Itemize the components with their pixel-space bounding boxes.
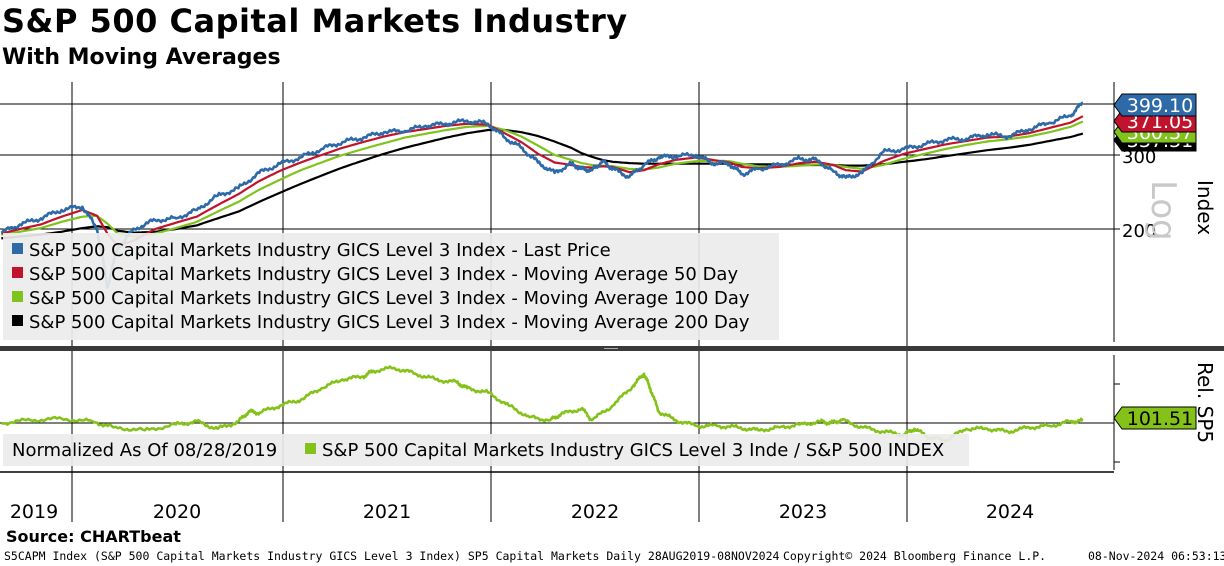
legend-label-ma50: S&P 500 Capital Markets Industry GICS Le… <box>29 264 738 285</box>
x-tick-label-2021: 2021 <box>363 501 411 523</box>
footer-copyright: Copyright© 2024 Bloomberg Finance L.P. <box>783 549 1047 563</box>
normalized-label: Normalized As Of 08/28/2019 <box>12 440 277 461</box>
upper-axis-title: Index <box>1193 180 1217 235</box>
ma100-line <box>1 120 1084 238</box>
legend-swatch-price <box>12 243 23 254</box>
legend-label-price: S&P 500 Capital Markets Industry GICS Le… <box>29 240 611 261</box>
end-label-price: 399.10 <box>1113 93 1197 117</box>
footer-timestamp: 08-Nov-2024 06:53:13 <box>1088 549 1224 563</box>
upper-legend-box <box>3 233 779 340</box>
svg-text:101.51: 101.51 <box>1127 408 1193 430</box>
lower-series-group <box>0 365 1084 444</box>
chart-title: S&P 500 Capital Markets Industry <box>2 2 628 40</box>
x-tick-label-2024: 2024 <box>986 501 1034 523</box>
legend-swatch-rel <box>305 443 316 454</box>
legend-label-ma200: S&P 500 Capital Markets Industry GICS Le… <box>29 312 750 333</box>
source-note: Source: CHARTbeat <box>6 527 181 546</box>
svg-text:399.10: 399.10 <box>1127 95 1193 117</box>
relative-performance-line <box>0 365 1084 444</box>
legend-label-ma100: S&P 500 Capital Markets Industry GICS Le… <box>29 288 750 309</box>
price-line <box>0 101 1084 289</box>
lower-legend-box <box>3 434 969 466</box>
lower-axis-title: Rel. SP5 <box>1193 362 1217 443</box>
legend-swatch-ma100 <box>12 291 23 302</box>
x-tick-label-2019: 2019 <box>10 501 58 523</box>
chart-subtitle: With Moving Averages <box>2 45 281 70</box>
end-label-rel: 101.51 <box>1113 406 1197 430</box>
ma50-line <box>1 115 1084 248</box>
upper-series-group <box>0 101 1084 289</box>
x-tick-label-2023: 2023 <box>779 501 827 523</box>
x-tick-label-2022: 2022 <box>571 501 619 523</box>
legend-label-rel: S&P 500 Capital Markets Industry GICS Le… <box>322 440 944 461</box>
tick-label-200: 200 <box>1122 221 1156 242</box>
legend-swatch-ma50 <box>12 267 23 278</box>
x-tick-label-2020: 2020 <box>153 501 201 523</box>
tick-label-300: 300 <box>1122 147 1156 168</box>
footer-ticker-info: S5CAPM Index (S&P 500 Capital Markets In… <box>4 549 780 563</box>
log-scale-label: Log <box>1143 180 1183 241</box>
legend-swatch-ma200 <box>12 315 23 326</box>
